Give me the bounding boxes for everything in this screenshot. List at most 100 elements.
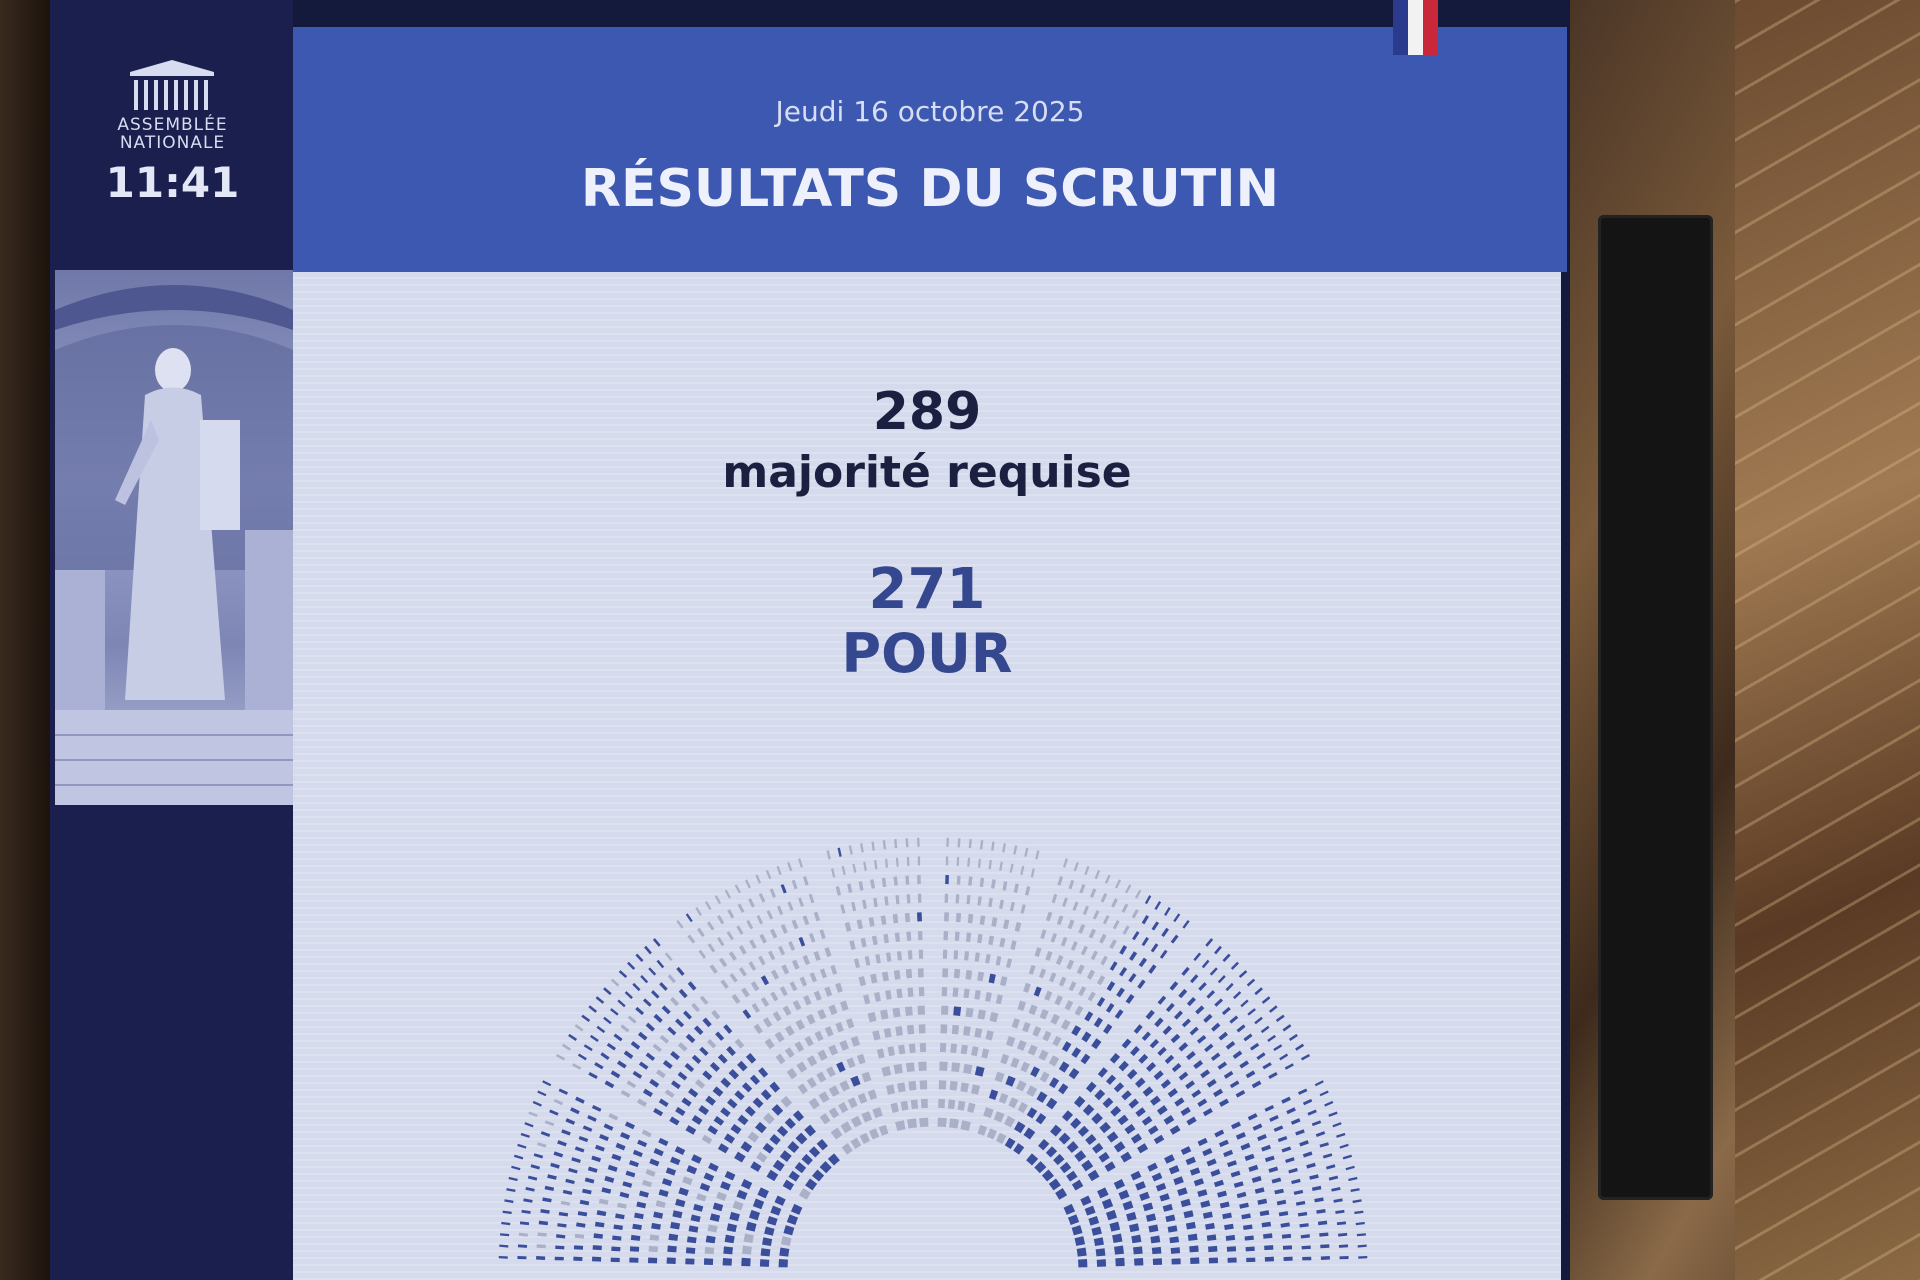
seat-other: [1088, 928, 1097, 939]
seat-pour: [662, 1060, 673, 1070]
seat-pour: [587, 1115, 597, 1122]
seat-other: [1024, 847, 1029, 857]
seat-pour: [1168, 1165, 1180, 1175]
seat-other: [858, 881, 864, 891]
seat-other: [1078, 923, 1086, 934]
seat-other: [806, 1055, 818, 1067]
seat-other: [746, 920, 754, 930]
seat-other: [862, 899, 867, 910]
seat-pour: [1225, 1041, 1236, 1050]
seat-pour: [1150, 943, 1159, 953]
seat-pour: [540, 1209, 550, 1214]
seat-other: [780, 923, 788, 934]
seat-other: [977, 933, 983, 944]
seat-other: [755, 874, 762, 884]
seat-pour: [1088, 1215, 1100, 1226]
seat-pour: [1180, 1198, 1191, 1208]
page-title: RÉSULTATS DU SCRUTIN: [580, 159, 1280, 219]
seat-pour: [1135, 1107, 1146, 1118]
seat-pour: [553, 1151, 564, 1158]
seat-pour: [658, 1189, 669, 1197]
seat-other: [896, 988, 903, 999]
seat-pour: [674, 1146, 686, 1156]
seat-pour: [1155, 1182, 1167, 1192]
seat-pour: [1178, 1071, 1189, 1081]
seat-pour: [557, 1140, 567, 1147]
seat-pour: [1345, 1165, 1355, 1171]
seat-pour: [678, 1187, 689, 1197]
seat-pour: [1229, 1080, 1240, 1089]
seat-other: [1034, 947, 1042, 958]
seat-other: [1028, 964, 1036, 975]
seat-other: [1086, 969, 1096, 980]
seat-pour: [561, 1129, 571, 1136]
seat-pour: [752, 1097, 764, 1109]
seat-pour: [702, 1017, 712, 1028]
seat-pour: [726, 1223, 737, 1233]
seat-other: [706, 921, 715, 931]
seat-other: [764, 1038, 775, 1050]
seat-other: [695, 907, 702, 916]
seat-other: [841, 1143, 853, 1155]
seat-other: [806, 1013, 816, 1025]
seat-pour: [661, 1005, 671, 1015]
seat-other: [1020, 865, 1025, 876]
seat-pour: [642, 1088, 653, 1098]
seat-other: [835, 1021, 844, 1033]
seat-pour: [1105, 1074, 1117, 1085]
seat-pour: [1121, 1038, 1132, 1049]
seat-pour: [1149, 1038, 1160, 1049]
seat-pour: [1165, 1214, 1176, 1223]
seat-pour: [1217, 1061, 1228, 1070]
seat-pour: [788, 1170, 800, 1182]
seat-pour: [1328, 1111, 1338, 1117]
seat-pour: [1230, 961, 1239, 970]
seat-pour: [688, 1088, 699, 1098]
seat-pour: [1059, 1162, 1072, 1174]
seat-pour: [1170, 1247, 1181, 1254]
seat-pour: [1268, 1005, 1278, 1013]
seat-pour: [1267, 1034, 1276, 1042]
seat-pour: [587, 1166, 598, 1173]
seat-other: [1016, 1039, 1027, 1051]
seat-pour: [1150, 1235, 1161, 1244]
seat-pour: [520, 1132, 530, 1138]
seat-pour: [1120, 1151, 1132, 1163]
seat-pour: [988, 1089, 999, 1101]
seat-pour: [792, 1110, 805, 1122]
seat-pour: [1034, 1161, 1047, 1174]
seat-other: [951, 1024, 960, 1035]
seat-pour: [1213, 1088, 1224, 1098]
seat-other: [818, 1091, 830, 1103]
seat-pour: [1185, 1221, 1196, 1230]
seat-other: [1090, 950, 1098, 961]
seat-pour: [1177, 1187, 1188, 1197]
seat-pour: [1085, 1081, 1097, 1093]
seat-pour: [1053, 1153, 1065, 1166]
seat-pour: [1218, 1139, 1229, 1148]
seat-other: [731, 994, 741, 1004]
seat-other: [778, 945, 786, 956]
seat-other: [974, 1027, 983, 1038]
seat-other: [1100, 955, 1108, 966]
seat-pour: [1151, 921, 1160, 931]
seat-pour: [1156, 1105, 1168, 1116]
seat-other: [770, 991, 779, 1002]
seat-pour: [517, 1143, 527, 1149]
seat-other: [1050, 932, 1058, 943]
seat-other: [1052, 1035, 1062, 1047]
seat-other: [1111, 898, 1118, 908]
seat-pour: [1159, 1193, 1170, 1202]
seat-pour: [1099, 1121, 1111, 1134]
seat-pour: [658, 1137, 669, 1147]
seat-other: [707, 943, 716, 953]
seat-pour: [1229, 1015, 1239, 1024]
seat-pour: [1082, 1104, 1095, 1116]
seat-other: [555, 1053, 566, 1061]
seat-pour: [1205, 938, 1214, 947]
seat-pour: [582, 1188, 592, 1195]
seat-pour: [1223, 1149, 1234, 1158]
seat-pour: [686, 1236, 697, 1244]
seat-other: [817, 1049, 828, 1061]
seat-other: [867, 1012, 877, 1023]
